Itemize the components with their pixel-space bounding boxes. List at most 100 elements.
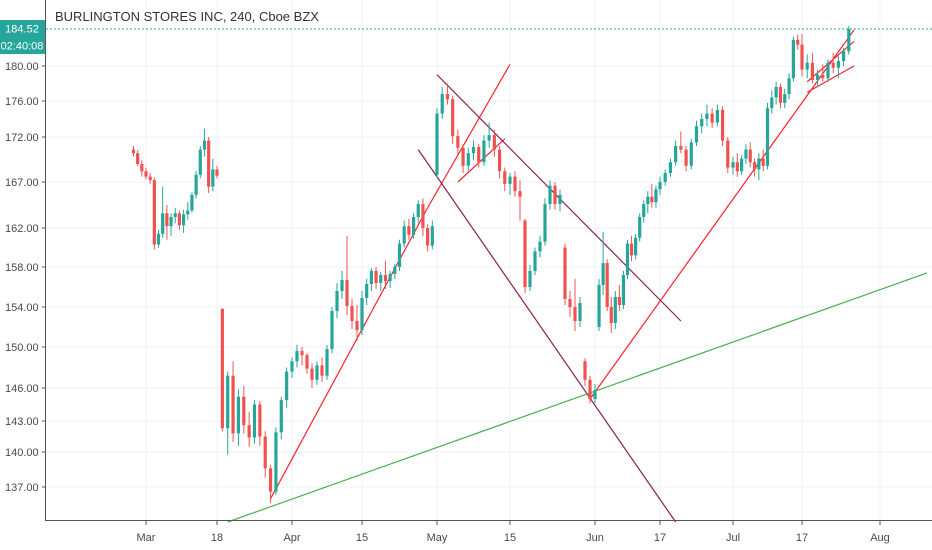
candle [198,146,202,179]
candle [482,135,486,166]
grid [46,0,932,520]
candle-body [744,149,748,159]
candle [765,102,770,170]
y-tick-label: 172.00 [5,132,39,144]
candle [720,106,725,146]
candle-body [397,243,402,267]
candle [421,198,425,236]
candle [563,243,567,305]
candle-body [617,297,621,305]
candle-body [642,204,646,217]
candle-body [350,306,354,321]
recent-wedge-lower [806,65,855,93]
candle [202,128,207,157]
support-line [227,272,928,523]
y-ticks: 180.00 176.00 172.00 167.00 162.00 158.00 154.… [5,61,45,494]
candle-body [783,94,787,103]
candle-body [774,87,778,98]
x-tick-label: Jun [586,532,604,544]
candle [274,427,278,496]
candle [757,153,761,181]
candle [194,171,198,199]
candle-body [263,436,267,469]
candle-body [161,213,165,234]
candle [650,183,654,208]
candle-body [186,210,190,215]
candle-body [694,126,699,143]
candle-body [573,307,577,321]
last-price-badge [0,20,45,37]
candle [528,265,532,291]
candle-body [407,226,411,235]
candle [252,400,257,444]
candle-body [770,97,774,109]
candle-body [315,365,319,380]
candle [369,268,373,291]
candle [355,305,359,341]
candle-body [679,146,683,150]
candle-body [258,404,262,437]
y-tick-label: 137.00 [5,482,39,494]
candle-body [663,173,667,182]
candle-body [593,390,597,399]
candle-body [325,349,329,376]
candle [831,52,835,73]
candle-body [274,432,278,492]
candle-body [247,425,251,438]
candle [805,54,809,79]
candle-body [597,285,601,327]
candle-body [355,321,359,330]
candle [325,345,329,380]
candle [740,155,744,175]
candle-body [461,147,465,166]
small-wedge-line [457,138,506,183]
candle-body [629,243,634,256]
candle [778,83,783,109]
x-tick-label: 17 [796,532,808,544]
candle [435,108,439,179]
candle [533,247,537,275]
y-tick-label: 150.00 [5,342,39,354]
candle [186,202,190,220]
candle [694,120,699,146]
candle-body [140,164,144,172]
candle [220,308,224,432]
candle-body [411,216,416,235]
candle-body [181,214,186,226]
x-tick-label: Mar [137,532,156,544]
candle [320,357,324,382]
candle [360,291,364,335]
candle-body [765,108,770,166]
candle [679,131,683,154]
candle-body [684,149,688,166]
candle [136,150,140,166]
candle [131,146,136,157]
candle-body [625,243,630,275]
candle-body [285,371,289,401]
candle-body [152,180,156,245]
candle [583,358,587,386]
candle [735,153,739,177]
candle [689,138,693,170]
candle [497,146,502,179]
candle [625,239,630,279]
candle-body [198,149,202,175]
candle-body [538,241,542,252]
recent-wedge-upper [806,40,855,83]
candle-body [231,375,235,434]
chart-title: BURLINGTON STORES INC, 240, Cboe BZX [55,9,319,24]
candle-body [148,176,152,181]
candle [345,235,349,315]
candle-body [310,368,314,380]
candle [279,396,283,440]
candle-body [220,309,224,429]
candle-body [503,171,507,184]
candle [684,146,688,172]
candle-body [674,146,678,163]
y-tick-label: 140.00 [5,447,39,459]
candle-body [131,149,136,154]
candle-body [513,176,517,192]
candle [305,353,309,374]
candle-body [826,62,830,79]
